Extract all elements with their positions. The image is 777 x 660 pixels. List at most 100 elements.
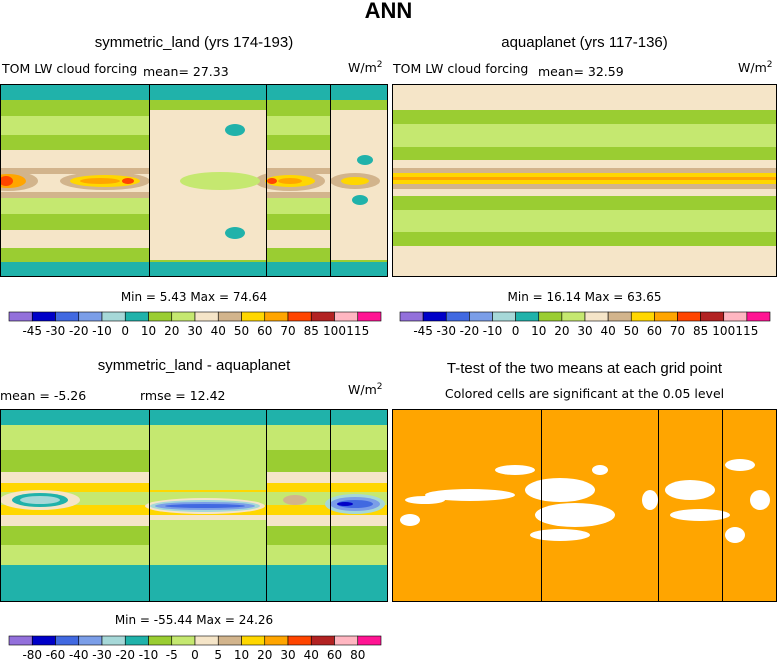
colorbar1-label: -10 — [92, 324, 112, 338]
insignificant-cell — [495, 465, 535, 475]
colorbar3-swatch — [310, 635, 335, 646]
insignificant-cell — [405, 496, 445, 504]
colorbar1-swatch — [55, 311, 80, 322]
insignificant-cell — [400, 514, 420, 526]
insignificant-cell — [530, 529, 590, 541]
cloud-forcing-max — [341, 177, 369, 185]
colorbar2-swatch — [469, 311, 493, 322]
colorbar1-swatch — [124, 311, 149, 322]
insignificant-cell — [725, 527, 745, 543]
panel1-frame — [0, 84, 388, 277]
colorbar1-label: 50 — [234, 324, 249, 338]
colorbar1-swatch — [31, 311, 56, 322]
zonal-band — [392, 160, 777, 168]
colorbar2-swatch — [561, 311, 586, 322]
land-patch — [149, 520, 266, 560]
colorbar3-label: -20 — [115, 648, 135, 660]
colorbar2-label: -30 — [436, 324, 456, 338]
panel3-rmse: rmse = 12.42 — [140, 388, 226, 403]
colorbar2-swatch — [630, 311, 655, 322]
panel1-variable: TOM LW cloud forcing — [2, 61, 138, 76]
low-patch — [225, 124, 245, 136]
colorbar1-label: 0 — [121, 324, 129, 338]
insignificant-cell — [725, 459, 755, 471]
insignificant-cell — [535, 503, 615, 527]
colorbar3-swatch — [334, 635, 359, 646]
colorbar1-label: -30 — [46, 324, 66, 338]
panel3-title: symmetric_land - aquaplanet — [97, 357, 291, 374]
colorbar1-label: 60 — [257, 324, 272, 338]
cloud-forcing-max — [180, 172, 260, 190]
panel4-subtitle: Colored cells are significant at the 0.0… — [444, 386, 725, 401]
colorbar3-label: -5 — [166, 648, 178, 660]
colorbar1-label: 100 — [323, 324, 346, 338]
zonal-band — [392, 84, 777, 110]
colorbar3-swatch — [171, 635, 196, 646]
colorbar1-label: 115 — [346, 324, 369, 338]
colorbar3-label: 0 — [191, 648, 199, 660]
colorbar3-swatch — [287, 635, 312, 646]
colorbar3-label: 40 — [304, 648, 319, 660]
colorbar3-swatch — [124, 635, 149, 646]
panel2-variable: TOM LW cloud forcing — [393, 61, 529, 76]
colorbar1-swatch — [171, 311, 196, 322]
zonal-band — [392, 124, 777, 147]
colorbar1-swatch — [194, 311, 219, 322]
colorbar3-label: -60 — [46, 648, 66, 660]
zonal-band — [392, 232, 777, 246]
colorbar2-label: 85 — [693, 324, 708, 338]
diff-anomaly — [337, 502, 353, 506]
diff-anomaly — [165, 504, 245, 508]
panel3-field — [0, 409, 388, 602]
colorbar3-swatch — [217, 635, 242, 646]
colorbar2-swatch — [723, 311, 748, 322]
colorbar3-label: -30 — [92, 648, 112, 660]
cloud-forcing-max — [267, 178, 277, 184]
zonal-band — [0, 84, 388, 100]
colorbar2-swatch — [445, 311, 470, 322]
colorbar2-swatch — [422, 311, 447, 322]
colorbar1-swatch — [310, 311, 335, 322]
colorbar3-swatch — [148, 635, 173, 646]
panel2-field — [392, 84, 777, 277]
insignificant-cell — [525, 478, 595, 502]
colorbar1-label: 85 — [304, 324, 319, 338]
zonal-band — [0, 262, 388, 277]
low-patch — [357, 155, 373, 165]
cloud-forcing-max — [80, 178, 120, 184]
colorbar2-label: 100 — [712, 324, 735, 338]
colorbar1-label: 20 — [164, 324, 179, 338]
panel1-mean: mean= 27.33 — [143, 64, 229, 79]
colorbar3-label: -10 — [139, 648, 159, 660]
colorbar3-label: 80 — [350, 648, 365, 660]
colorbar3-label: -40 — [69, 648, 89, 660]
colorbar2-label: 20 — [554, 324, 569, 338]
colorbar2-label: 10 — [531, 324, 546, 338]
panel1-minmax: Min = 5.43 Max = 74.64 — [120, 290, 268, 304]
diff-anomaly — [337, 500, 373, 508]
colorbar2-label: 40 — [600, 324, 615, 338]
colorbar3-swatch — [31, 635, 56, 646]
diff-anomaly — [283, 495, 307, 505]
colorbar2-label: 60 — [647, 324, 662, 338]
colorbar2-swatch — [607, 311, 632, 322]
colorbar2-swatch — [515, 311, 540, 322]
panel3-mean: mean = -5.26 — [0, 388, 87, 403]
insignificant-cell — [642, 490, 658, 510]
panel4-field — [392, 409, 777, 602]
panel4-title: T-test of the two means at each grid poi… — [446, 360, 723, 377]
zonal-band — [0, 100, 388, 116]
panel2-minmax: Min = 16.14 Max = 63.65 — [507, 290, 662, 304]
low-patch — [225, 227, 245, 239]
colorbar1-swatch — [241, 311, 266, 322]
colorbar3-swatch — [8, 635, 33, 646]
zonal-band — [392, 196, 777, 210]
panel2-units: W/m2 — [738, 60, 773, 76]
panel1-title: symmetric_land (yrs 174-193) — [94, 34, 294, 51]
colorbar2-swatch — [538, 311, 563, 322]
colorbar3-swatch — [264, 635, 289, 646]
colorbar1-swatch — [357, 311, 382, 322]
colorbar3-label: 20 — [257, 648, 272, 660]
zonal-band — [392, 110, 777, 124]
